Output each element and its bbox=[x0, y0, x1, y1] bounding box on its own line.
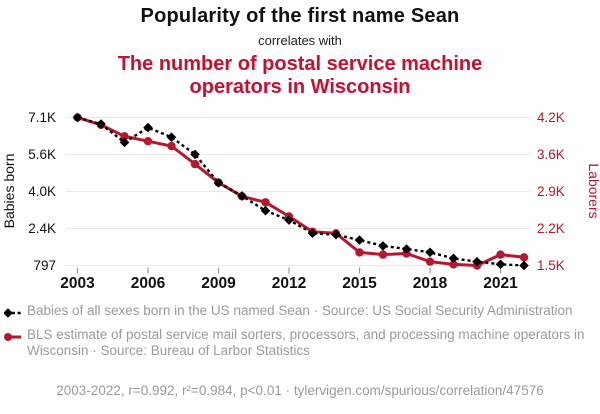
left-axis-tick-label: 797 bbox=[33, 258, 56, 273]
x-axis-tick-label: 2018 bbox=[413, 275, 448, 292]
chart-canvas: 7.1K 4.2K 5.6K 3.6K 4.0K 2.9K 2.4K 2.2K 797 1.5K 2… bbox=[1, 110, 600, 292]
data-point-diamond bbox=[519, 260, 529, 271]
data-point-diamond bbox=[119, 137, 130, 148]
data-point-circle bbox=[449, 260, 458, 269]
data-point-diamond bbox=[96, 119, 106, 129]
x-axis-tick-label: 2021 bbox=[483, 275, 518, 292]
data-point-circle bbox=[167, 141, 176, 151]
data-point-diamond bbox=[213, 177, 224, 188]
legend-item-sean: Babies of all sexes born in the US named… bbox=[4, 303, 590, 319]
data-point-diamond bbox=[143, 122, 153, 133]
data-point-circle bbox=[190, 159, 200, 169]
data-point-diamond bbox=[495, 259, 506, 270]
chart-title-secondary: The number of postal service machine ope… bbox=[117, 53, 483, 98]
left-axis-tick-label: 5.6K bbox=[28, 147, 56, 162]
series-line-sean bbox=[77, 116, 525, 267]
left-axis-title: Babies born bbox=[1, 154, 17, 229]
x-axis-tick-label: 2006 bbox=[131, 275, 166, 292]
chart-plot-area: 7.1K 4.2K 5.6K 3.6K 4.0K 2.9K 2.4K 2.2K 797 1.5K 2… bbox=[0, 105, 600, 300]
data-point-diamond bbox=[401, 244, 412, 254]
data-point-circle bbox=[261, 198, 270, 207]
right-axis-tick-label: 1.5K bbox=[537, 258, 565, 273]
chart-title-connector: correlates with bbox=[258, 33, 342, 48]
right-axis-tick-label: 2.9K bbox=[537, 184, 565, 199]
right-axis-tick-label: 3.6K bbox=[537, 147, 565, 162]
left-axis-tick-label: 7.1K bbox=[28, 110, 56, 125]
data-point-circle bbox=[143, 137, 153, 146]
diamond-dashed-line-icon bbox=[4, 308, 22, 318]
data-point-circle bbox=[355, 248, 364, 257]
data-point-diamond bbox=[307, 228, 318, 239]
data-point-circle bbox=[120, 132, 129, 141]
x-axis-tick-label: 2003 bbox=[60, 275, 95, 292]
data-point-diamond bbox=[354, 235, 365, 245]
data-point-diamond bbox=[237, 191, 247, 201]
right-axis-title: Laborers bbox=[586, 163, 600, 218]
left-axis-tick-label: 2.4K bbox=[28, 221, 56, 236]
right-axis-tick-label: 2.2K bbox=[537, 221, 565, 236]
chart-title-primary: Popularity of the first name Sean bbox=[140, 5, 460, 27]
data-point-diamond bbox=[190, 149, 200, 160]
data-point-diamond bbox=[378, 241, 388, 251]
legend: Babies of all sexes born in the US named… bbox=[4, 303, 590, 367]
data-point-diamond bbox=[72, 112, 83, 123]
data-point-circle bbox=[425, 257, 435, 266]
data-point-circle bbox=[378, 250, 388, 259]
x-axis-tick-label: 2009 bbox=[201, 275, 236, 292]
data-point-diamond bbox=[425, 247, 435, 258]
data-point-diamond bbox=[472, 256, 482, 267]
x-axis-tick-label: 2015 bbox=[342, 275, 377, 292]
data-point-diamond bbox=[284, 215, 294, 225]
data-point-diamond bbox=[166, 132, 177, 143]
legend-item-laborers: BLS estimate of postal service mail sort… bbox=[4, 327, 590, 359]
right-axis-tick-label: 4.2K bbox=[537, 110, 565, 125]
legend-label-laborers: BLS estimate of postal service mail sort… bbox=[27, 327, 585, 358]
data-point-circle bbox=[519, 253, 529, 262]
x-axis-tick-label: 2012 bbox=[272, 275, 306, 292]
footer-stats: 2003-2022, r=0.992, r²=0.984, p<0.01 · t… bbox=[56, 383, 544, 398]
data-point-diamond bbox=[448, 253, 459, 264]
left-axis-tick-label: 4.0K bbox=[28, 184, 56, 199]
circle-solid-line-icon bbox=[4, 333, 21, 341]
data-point-circle bbox=[496, 250, 505, 259]
legend-label-sean: Babies of all sexes born in the US named… bbox=[27, 303, 573, 318]
